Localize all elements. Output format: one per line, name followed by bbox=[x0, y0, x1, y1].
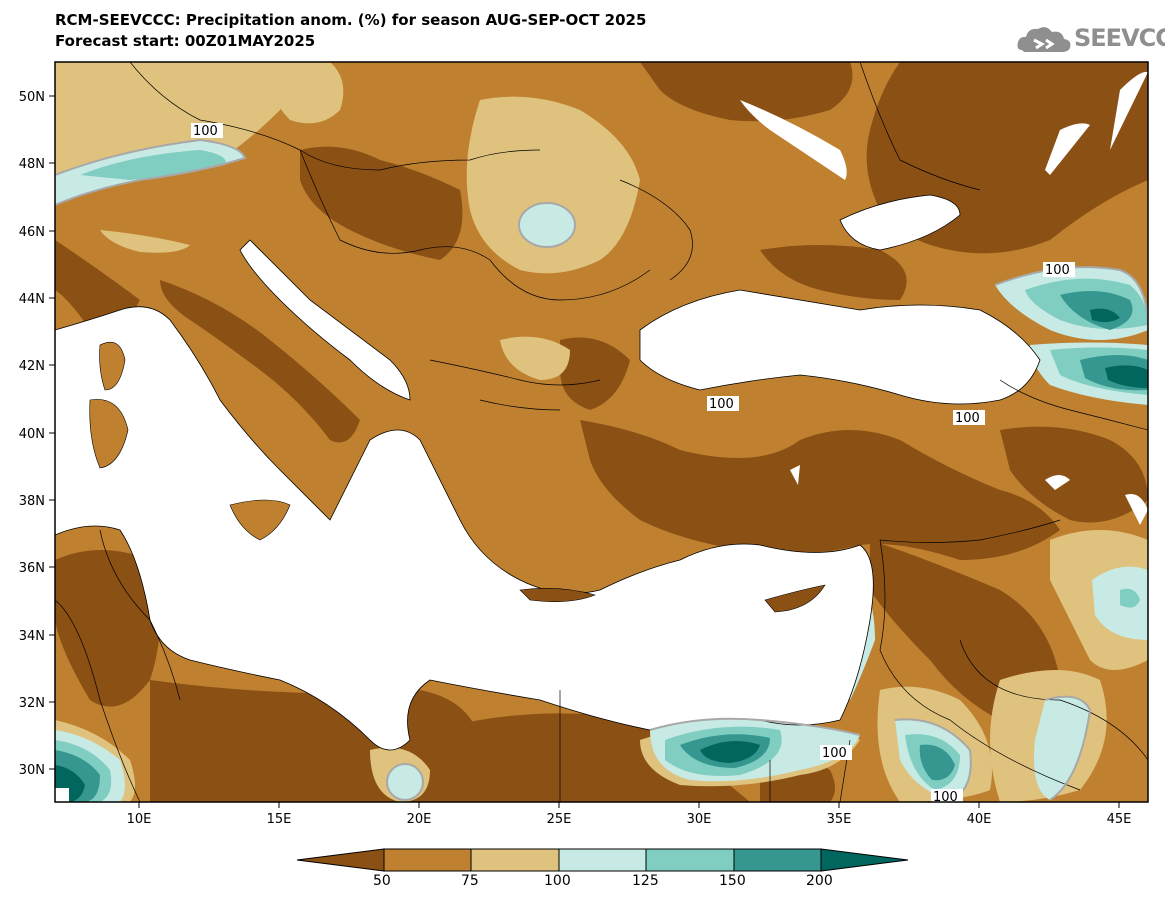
colorbar-label: 50 bbox=[373, 873, 391, 889]
x-tick-label: 15E bbox=[267, 812, 292, 827]
contour-label: 100 bbox=[822, 746, 847, 761]
x-tick-label: 45E bbox=[1107, 812, 1132, 827]
island-shapes bbox=[89, 341, 826, 613]
colorbar-segment bbox=[383, 848, 472, 872]
colorbar-segment bbox=[470, 848, 560, 872]
colorbar-label: 200 bbox=[806, 873, 833, 889]
x-axis: 10E 15E 20E 25E 30E 35E 40E 45E bbox=[127, 802, 1132, 827]
y-tick-label: 46N bbox=[19, 225, 45, 240]
x-tick-label: 10E bbox=[127, 812, 152, 827]
y-tick-label: 30N bbox=[19, 763, 45, 778]
contour-label: 100 bbox=[193, 124, 218, 139]
contour-label: 100 bbox=[709, 397, 734, 412]
title-line-2: Forecast start: 00Z01MAY2025 bbox=[55, 32, 316, 50]
sea-areas bbox=[55, 194, 1041, 751]
map-frame bbox=[54, 61, 1149, 803]
y-tick-label: 40N bbox=[19, 427, 45, 442]
y-tick-label: 32N bbox=[19, 696, 45, 711]
y-tick-label: 44N bbox=[19, 292, 45, 307]
colorbar-label: 150 bbox=[719, 873, 746, 889]
x-tick-label: 35E bbox=[827, 812, 852, 827]
title-line-1: RCM-SEEVCCC: Precipitation anom. (%) for… bbox=[55, 11, 647, 29]
colorbar-segment bbox=[558, 848, 647, 872]
y-tick-label: 48N bbox=[19, 157, 45, 172]
contour-labels: 100 100 100 100 100 100 bbox=[191, 123, 1075, 805]
y-tick-label: 42N bbox=[19, 359, 45, 374]
colorbar-segment bbox=[645, 848, 735, 872]
wet-regions-200-plus bbox=[55, 308, 1148, 802]
colorbar-label: 75 bbox=[461, 873, 479, 889]
contour-label: 100 bbox=[955, 411, 980, 426]
colorbar-segment bbox=[296, 848, 385, 872]
y-tick-label: 38N bbox=[19, 494, 45, 509]
y-tick-label: 34N bbox=[19, 629, 45, 644]
contour-100-lines bbox=[55, 138, 1148, 801]
x-tick-label: 25E bbox=[547, 812, 572, 827]
colorbar-label: 100 bbox=[544, 873, 571, 889]
y-tick-label: 50N bbox=[19, 90, 45, 105]
logo-text: SEEVCCC bbox=[1074, 24, 1165, 52]
x-tick-label: 30E bbox=[687, 812, 712, 827]
x-tick-label: 40E bbox=[967, 812, 992, 827]
dry-regions bbox=[55, 62, 1148, 802]
y-axis: 50N 48N 46N 44N 42N 40N 38N 36N 34N 32N … bbox=[19, 90, 55, 778]
seevccc-logo: SEEVCCC bbox=[1016, 22, 1165, 56]
contour-label: 100 bbox=[933, 790, 958, 805]
colorbar bbox=[296, 848, 909, 872]
colorbar-segment bbox=[733, 848, 822, 872]
masked-patches bbox=[55, 71, 1148, 802]
cloud-icon bbox=[1017, 27, 1071, 52]
country-borders bbox=[55, 62, 1148, 802]
colorbar-label: 125 bbox=[632, 873, 659, 889]
map-plot-area: 100 100 100 100 100 100 bbox=[55, 62, 1148, 805]
colorbar-segment bbox=[820, 848, 909, 872]
map-title: RCM-SEEVCCC: Precipitation anom. (%) for… bbox=[55, 10, 646, 52]
y-tick-label: 36N bbox=[19, 561, 45, 576]
x-tick-label: 20E bbox=[407, 812, 432, 827]
contour-label: 100 bbox=[1045, 263, 1070, 278]
